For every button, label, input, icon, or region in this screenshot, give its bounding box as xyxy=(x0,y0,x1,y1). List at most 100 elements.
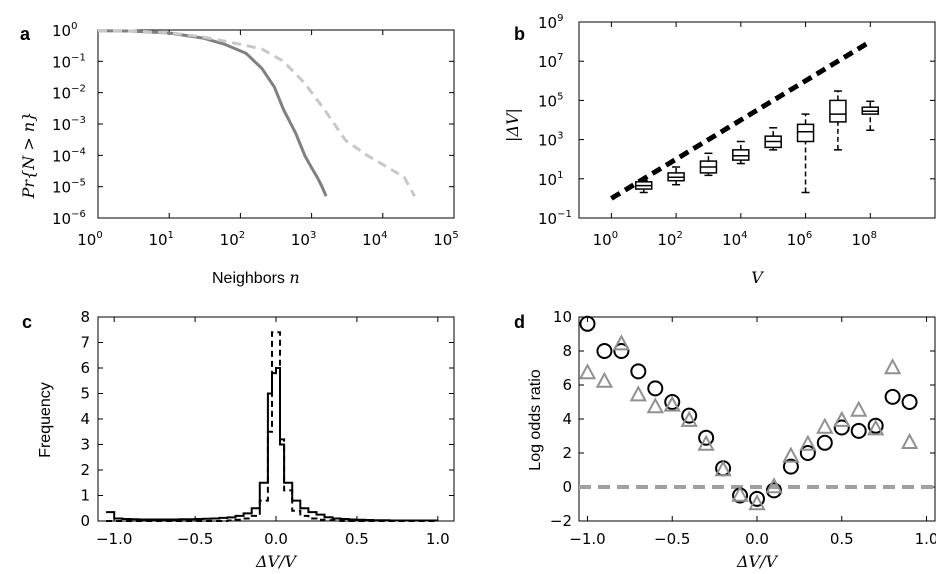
panel-a: a 100 101 102 103 104 10510010−110−210−310−41… xyxy=(19,21,459,287)
plot-c-ylabel: Frequency xyxy=(37,382,54,458)
circle-point xyxy=(579,315,596,332)
triangle-point xyxy=(646,397,664,414)
triangle-point xyxy=(731,485,749,502)
plot-b-xlabel: V xyxy=(751,268,764,287)
x-tick-label: −0.5 xyxy=(654,530,690,548)
x-tick-label: −0.5 xyxy=(177,530,213,548)
box-body xyxy=(732,149,750,161)
box-4 xyxy=(764,127,782,151)
y-tick-label: 10−3 xyxy=(52,115,86,134)
y-tick-label: 4 xyxy=(562,410,572,428)
circle-point xyxy=(596,343,613,359)
box-body xyxy=(796,123,815,143)
box-1 xyxy=(667,166,685,186)
x-tick-label: 1.0 xyxy=(915,530,936,548)
series-line-1 xyxy=(97,29,416,197)
x-tick-label: 101 xyxy=(148,230,173,249)
triangle-point xyxy=(714,460,732,477)
triangle-point xyxy=(748,494,766,511)
box-5 xyxy=(796,113,815,194)
plot-d-ylabel: Log odds ratio xyxy=(527,369,544,471)
panel-label-a: a xyxy=(20,24,31,44)
y-tick-label: 105 xyxy=(538,91,563,110)
x-tick-label: 0.0 xyxy=(745,530,769,548)
x-tick-label: 105 xyxy=(433,230,458,249)
y-tick-label: 10−1 xyxy=(538,209,572,228)
x-tick-label: 104 xyxy=(722,230,747,249)
circle-point xyxy=(749,490,765,507)
y-tick-label: 6 xyxy=(562,376,572,394)
histogram-0 xyxy=(106,367,438,522)
x-tick-label: 100 xyxy=(77,230,102,249)
box-6 xyxy=(829,90,847,151)
circle-point xyxy=(901,394,918,410)
triangle-point xyxy=(578,363,597,380)
triangle-point xyxy=(883,358,902,375)
x-tick-label: 104 xyxy=(362,230,387,249)
y-tick-label: 2 xyxy=(80,461,90,479)
triangle-point xyxy=(850,400,868,417)
x-tick-label: 102 xyxy=(220,230,245,249)
y-tick-label: 101 xyxy=(538,170,563,189)
panel-label-d: d xyxy=(514,312,525,332)
circle-point xyxy=(664,394,681,410)
x-tick-label: −1.0 xyxy=(569,530,605,548)
x-tick-label: 0.0 xyxy=(264,530,288,548)
y-tick-label: 3 xyxy=(80,436,90,454)
y-tick-label: 10−4 xyxy=(52,146,86,165)
box-7 xyxy=(861,100,880,131)
circle-point xyxy=(782,458,799,475)
plot-a-ylabel: Pr{N > n} xyxy=(19,112,38,200)
y-tick-label: 8 xyxy=(80,308,90,326)
y-tick-label: 109 xyxy=(538,13,563,32)
y-tick-label: 6 xyxy=(80,359,90,377)
circle-point xyxy=(884,388,901,405)
plot-b-frame xyxy=(578,21,936,219)
triangle-point xyxy=(867,419,885,436)
x-tick-label: 0.5 xyxy=(830,530,854,548)
x-tick-label: 0.5 xyxy=(345,530,369,548)
plot-d-series xyxy=(578,315,935,511)
x-tick-label: 102 xyxy=(657,230,682,249)
y-tick-label: 103 xyxy=(538,131,563,150)
triangle-point xyxy=(816,417,834,434)
panel-c: c −1.0 −0.5 0.0 0.5 1.0 0 1 2 3 4 5 6 7 8 ΔV/V Freque… xyxy=(22,308,455,571)
triangle-point xyxy=(663,395,681,412)
plot-c-xlabel: ΔV/V xyxy=(255,552,298,571)
plot-a-ticks: 100 101 102 103 104 105 100 10−1 10−2 10−3 10−4 10−… xyxy=(52,21,459,249)
y-tick-label: 10−1 xyxy=(52,52,86,71)
box-2 xyxy=(699,152,718,177)
triangle-point xyxy=(799,434,817,451)
y-tick-label: 107 xyxy=(538,52,563,71)
y-tick-label: 100 xyxy=(52,21,77,40)
x-tick-label: 1.0 xyxy=(426,530,450,548)
plot-d-xlabel: ΔV/V xyxy=(736,552,779,571)
box-0 xyxy=(634,179,653,194)
circle-point xyxy=(681,407,698,424)
x-tick-label: 106 xyxy=(787,230,812,249)
series-line-0 xyxy=(97,29,328,197)
plot-d-frame xyxy=(578,316,936,522)
plot-b-series xyxy=(610,39,880,201)
circle-point xyxy=(630,363,647,380)
circle-point xyxy=(833,419,850,436)
histogram-1 xyxy=(106,331,438,522)
y-tick-label: 0 xyxy=(80,512,90,530)
y-tick-label: 10 xyxy=(553,308,572,326)
triangle-point xyxy=(765,477,783,494)
y-tick-label: 7 xyxy=(80,334,90,352)
reference-line xyxy=(610,39,872,201)
y-tick-label: 10−2 xyxy=(52,84,86,103)
triangle-point xyxy=(697,434,715,451)
x-tick-label: 100 xyxy=(593,230,618,249)
circle-point xyxy=(647,380,664,397)
plot-c-frame xyxy=(97,316,455,522)
plot-c-series xyxy=(106,331,438,522)
box-body xyxy=(829,99,847,123)
plot-a-series xyxy=(97,29,416,197)
triangle-point xyxy=(833,410,851,427)
plot-d-ticks: −1.0 −0.5 0.0 0.5 1.0 −2 0 2 4 6 8 10 xyxy=(550,308,936,548)
box-3 xyxy=(732,140,750,165)
y-tick-label: 4 xyxy=(80,410,90,428)
